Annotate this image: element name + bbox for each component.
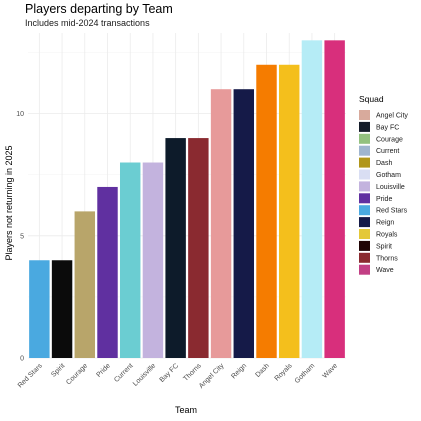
legend-swatch xyxy=(359,145,370,156)
bar-spirit xyxy=(51,260,73,358)
x-tick-label: Gotham xyxy=(294,362,317,385)
bar-angel-city xyxy=(210,89,232,359)
legend: Squad Angel City Bay FC Courage Current Dash… xyxy=(359,94,408,275)
x-tick-label: Louisville xyxy=(132,362,157,387)
bar-reign xyxy=(233,89,255,359)
legend-swatch xyxy=(359,193,370,204)
legend-swatch xyxy=(359,110,370,120)
bar-red-stars xyxy=(29,260,50,358)
bar-courage xyxy=(74,211,96,358)
legend-swatch xyxy=(359,229,370,239)
x-tick-label: Royals xyxy=(274,362,294,382)
legend-label: Gotham xyxy=(376,172,401,179)
legend-swatch xyxy=(359,133,370,144)
x-axis-title: Team xyxy=(175,405,197,415)
legend-label: Courage xyxy=(376,136,403,143)
legend-label: Royals xyxy=(376,232,398,239)
legend-swatch xyxy=(359,181,370,192)
legend-label: Wave xyxy=(376,267,394,274)
bar-dash xyxy=(256,64,277,359)
x-tick-label: Courage xyxy=(65,362,89,386)
legend-label: Thorns xyxy=(376,255,398,262)
x-tick-label: Pride xyxy=(95,362,112,379)
legend-label: Dash xyxy=(376,160,392,167)
legend-label: Reign xyxy=(376,220,394,227)
legend-swatch xyxy=(359,205,370,216)
bar-thorns xyxy=(188,138,209,358)
legend-label: Bay FC xyxy=(376,124,399,131)
y-axis-title: Players not returning in 2025 xyxy=(4,145,14,260)
legend-swatch xyxy=(359,121,370,132)
legend-label: Angel City xyxy=(376,113,408,120)
x-tick-label: Wave xyxy=(322,362,339,379)
bar-louisville xyxy=(142,162,164,358)
bar-pride xyxy=(97,186,118,358)
legend-label: Current xyxy=(376,148,399,155)
y-tick-label: 0 xyxy=(20,356,24,363)
x-tick-label: Reign xyxy=(230,362,248,380)
legend-swatch xyxy=(359,264,370,275)
legend-swatch xyxy=(359,169,370,180)
bar-wave xyxy=(324,40,345,359)
bars xyxy=(29,40,345,359)
y-tick-labels: 0 5 10 xyxy=(16,111,24,362)
x-tick-label: Dash xyxy=(254,362,271,379)
x-tick-label: Thorns xyxy=(182,362,203,383)
legend-label: Pride xyxy=(376,196,392,203)
chart-title: Players departing by Team xyxy=(25,2,173,16)
y-tick-label: 5 xyxy=(20,233,24,240)
x-tick-label: Angel City xyxy=(198,362,226,390)
legend-label: Spirit xyxy=(376,243,392,250)
bar-gotham xyxy=(301,40,323,359)
bar-current xyxy=(119,162,141,358)
x-tick-label: Current xyxy=(113,362,134,383)
legend-label: Red Stars xyxy=(376,208,408,215)
bar-bay-fc xyxy=(165,138,186,358)
legend-swatch xyxy=(359,217,370,228)
bar-royals xyxy=(278,64,300,359)
x-tick-label: Spirit xyxy=(50,362,66,378)
x-tick-label: Bay FC xyxy=(159,362,180,383)
legend-label: Louisville xyxy=(376,184,405,191)
chart-subtitle: Includes mid-2024 transactions xyxy=(25,18,150,28)
legend-swatch xyxy=(359,240,370,251)
x-tick-label: Red Stars xyxy=(17,362,44,389)
legend-title: Squad xyxy=(359,94,384,104)
legend-items: Angel City Bay FC Courage Current Dash Gotham… xyxy=(359,110,408,275)
legend-swatch xyxy=(359,252,370,263)
y-tick-label: 10 xyxy=(16,111,24,118)
legend-swatch xyxy=(359,157,370,168)
